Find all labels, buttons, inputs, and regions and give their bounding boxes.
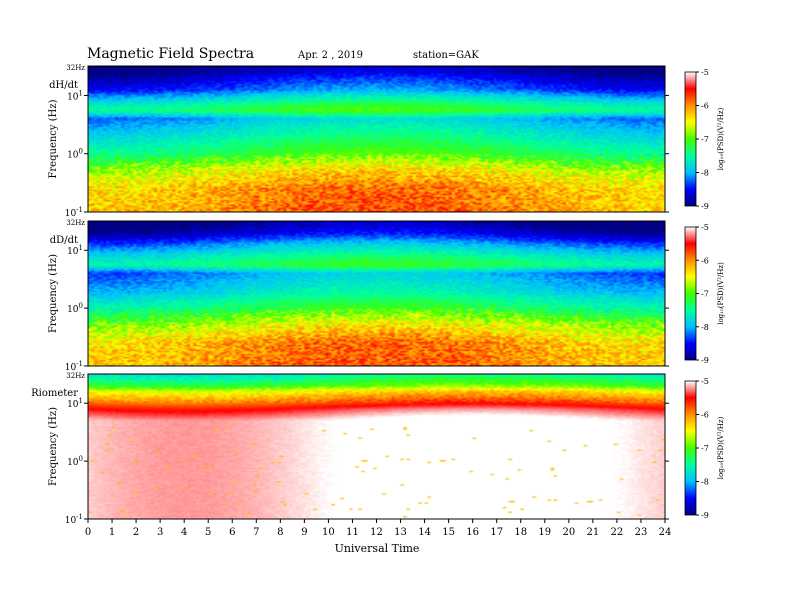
- colorbar-tick-label: -6: [701, 102, 709, 111]
- x-tick-label: 16: [466, 527, 479, 538]
- colorbar: -5 -6 -7 -8 -9 log₁₀(PSD)(V²/Hz): [684, 377, 725, 520]
- x-tick-label: 1: [109, 527, 115, 538]
- y-tick-label: 100: [67, 302, 83, 315]
- station-label: station=GAK: [413, 50, 479, 61]
- x-tick-label: 21: [587, 527, 600, 538]
- x-tick-label: 0: [85, 527, 91, 538]
- panel-name: Riometer: [31, 388, 78, 399]
- y-tick-label: 101: [67, 89, 83, 102]
- x-tick-label: 18: [514, 527, 527, 538]
- x-tick-label: 23: [635, 527, 648, 538]
- x-tick-label: 13: [394, 527, 407, 538]
- colorbar: -5 -6 -7 -8 -9 log₁₀(PSD)(V²/Hz): [684, 68, 725, 211]
- colorbar-tick-label: -6: [701, 411, 709, 420]
- colorbar-label: log₁₀(PSD)(V²/Hz): [717, 262, 725, 325]
- colorbar-tick-label: -8: [701, 478, 709, 487]
- panel-name: dH/dt: [49, 80, 78, 91]
- colorbar-label: log₁₀(PSD)(V²/Hz): [717, 416, 725, 479]
- colorbar-tick-label: -5: [701, 377, 709, 386]
- x-tick-label: 17: [490, 527, 503, 538]
- y-tick-label: 10-1: [65, 513, 83, 526]
- x-tick-label: 15: [442, 527, 455, 538]
- colorbar: -5 -6 -7 -8 -9 log₁₀(PSD)(V²/Hz): [684, 223, 725, 365]
- colorbar-tick-label: -5: [701, 223, 709, 232]
- panel-frame: [87, 65, 666, 213]
- y-axis-label: Frequency (Hz): [48, 254, 59, 333]
- y-axis-label: Frequency (Hz): [48, 407, 59, 486]
- spectrogram-heatmap: [88, 221, 665, 366]
- x-tick-label: 14: [418, 527, 431, 538]
- x-tick-label: 20: [562, 527, 575, 538]
- x-tick-label: 22: [611, 527, 624, 538]
- x-tick-label: 4: [181, 527, 187, 538]
- x-tick-label: 3: [157, 527, 163, 538]
- x-tick-label: 19: [538, 527, 551, 538]
- x-tick-label: 7: [253, 527, 259, 538]
- colorbar-tick-label: -6: [701, 256, 709, 265]
- x-tick-label: 8: [277, 527, 283, 538]
- time-axis: 0 1 2 3 4 5 6 7 8 9 10 11 12 13 14 15 16 17 18 19 20 21 22 23 24: [85, 519, 672, 538]
- colorbar-tick-label: -7: [701, 444, 709, 453]
- date-label: Apr. 2 , 2019: [297, 50, 363, 61]
- x-tick-label: 9: [301, 527, 307, 538]
- y-top-label: 32Hz: [66, 219, 85, 227]
- panel-frame: [87, 220, 666, 367]
- colorbar-tick-label: -9: [701, 356, 709, 365]
- colorbar-gradient: [684, 71, 697, 207]
- colorbar-gradient: [684, 380, 697, 516]
- colorbar-gradient: [684, 226, 697, 361]
- y-axis-label: Frequency (Hz): [48, 99, 59, 178]
- y-top-label: 32Hz: [66, 372, 85, 380]
- colorbar-tick-label: -8: [701, 323, 709, 332]
- x-axis-label: Universal Time: [335, 542, 420, 555]
- figure-title: Magnetic Field Spectra: [87, 46, 254, 62]
- colorbar-tick-label: -9: [701, 511, 709, 520]
- x-tick-label: 10: [322, 527, 335, 538]
- y-tick-label: 10-1: [65, 206, 83, 219]
- x-tick-label: 12: [370, 527, 383, 538]
- colorbar-tick-label: -5: [701, 68, 709, 77]
- colorbar-tick-label: -7: [701, 290, 709, 299]
- x-tick-label: 5: [205, 527, 211, 538]
- x-tick-label: 2: [133, 527, 139, 538]
- y-tick-label: 100: [67, 455, 83, 468]
- spectrogram-heatmap: [88, 374, 665, 519]
- spectrogram-heatmap: [88, 66, 665, 212]
- y-top-label: 32Hz: [66, 64, 85, 72]
- colorbar-label: log₁₀(PSD)(V²/Hz): [717, 107, 725, 170]
- panel-name: dD/dt: [50, 235, 78, 246]
- x-tick-label: 6: [229, 527, 235, 538]
- colorbars: -5 -6 -7 -8 -9 log₁₀(PSD)(V²/Hz) -5 -6 -7 -8 -9 log…: [684, 68, 725, 520]
- y-tick-label: 100: [67, 148, 83, 161]
- x-tick-label: 11: [346, 527, 359, 538]
- x-tick-label: 24: [659, 527, 672, 538]
- colorbar-tick-label: -9: [701, 202, 709, 211]
- y-tick-label: 101: [67, 397, 83, 410]
- colorbar-tick-label: -7: [701, 135, 709, 144]
- y-tick-label: 10-1: [65, 360, 83, 373]
- y-tick-label: 101: [67, 244, 83, 257]
- colorbar-tick-label: -8: [701, 169, 709, 178]
